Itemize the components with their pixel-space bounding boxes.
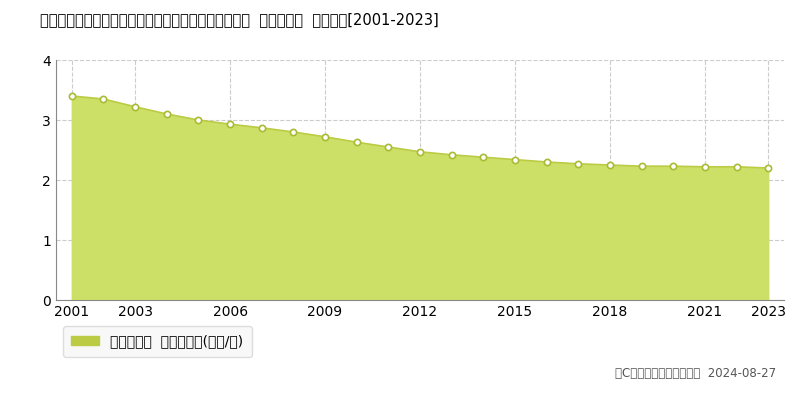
Text: 福島県東白川郡鮫川村大字赤坂中野字道少田１８番１  基準地価格  地価推移[2001-2023]: 福島県東白川郡鮫川村大字赤坂中野字道少田１８番１ 基準地価格 地価推移[2001… xyxy=(40,12,438,27)
Legend: 基準地価格  平均坪単価(万円/坪): 基準地価格 平均坪単価(万円/坪) xyxy=(63,326,252,357)
Text: （C）土地価格ドットコム  2024-08-27: （C）土地価格ドットコム 2024-08-27 xyxy=(615,367,776,380)
